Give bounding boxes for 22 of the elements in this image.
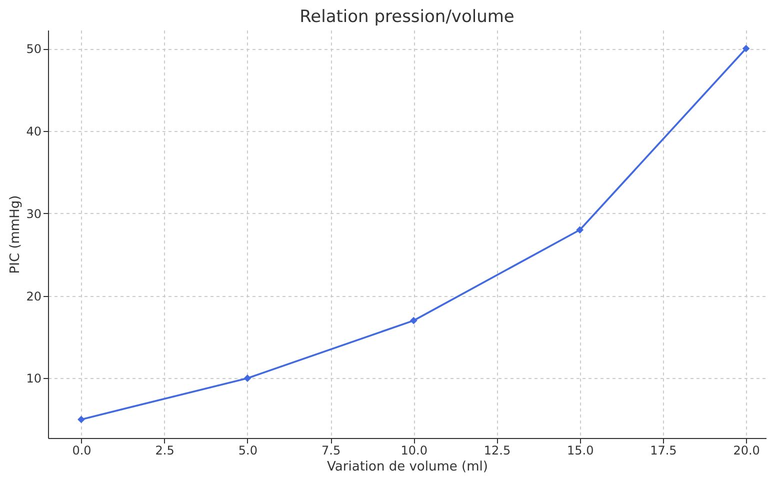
point — [244, 374, 252, 382]
x-tick-label: 20.0 — [733, 444, 760, 458]
point — [576, 226, 584, 234]
x-tick-label: 0.0 — [72, 444, 92, 458]
x-tick-label: 2.5 — [155, 444, 174, 458]
point — [78, 416, 85, 424]
y-tick-label: 10 — [26, 372, 42, 386]
y-tick-label: 40 — [26, 124, 42, 138]
chart-title: Relation pression/volume — [300, 7, 514, 27]
y-tick-label: 30 — [26, 206, 42, 221]
x-axis-title: Variation de volume (ml) — [327, 460, 488, 474]
x-tick-label: 10.0 — [400, 444, 428, 458]
x-tick-label: 17.5 — [650, 444, 677, 458]
y-tick-label: 50 — [26, 42, 42, 56]
x-tick-label: 7.5 — [322, 444, 341, 458]
y-tick-label: 20 — [26, 289, 42, 304]
x-tick-label: 12.5 — [484, 444, 511, 458]
y-axis-title: PIC (mmHg) — [8, 195, 24, 274]
point — [742, 44, 750, 52]
x-tick-label: 5.0 — [238, 444, 258, 458]
x-tick-label: 15.0 — [566, 444, 594, 458]
point — [410, 316, 418, 324]
